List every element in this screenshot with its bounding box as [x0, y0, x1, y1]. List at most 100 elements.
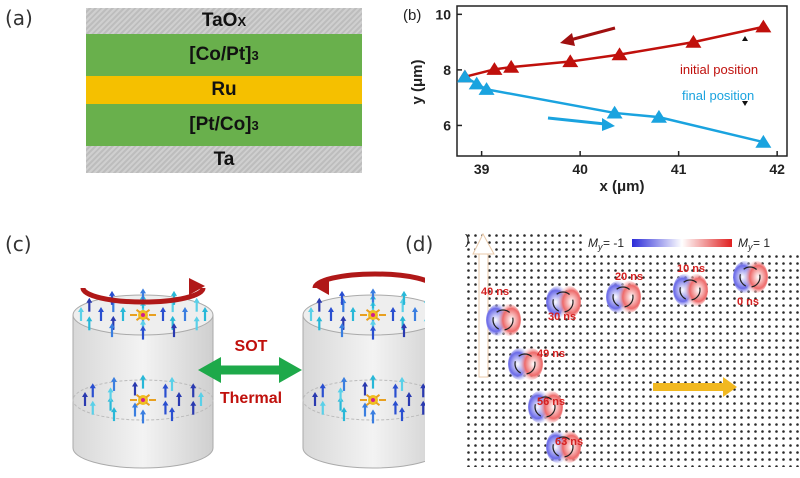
data-point: [606, 105, 623, 119]
spin-arrow-head: [176, 392, 182, 397]
time-label: 49 ns: [537, 348, 565, 360]
spin-arrow-head: [140, 288, 146, 294]
x-tick-label: 41: [671, 161, 687, 177]
spin-arrow-head: [111, 376, 117, 382]
spin-arrow-head: [110, 315, 117, 321]
skyrmion-red-half: [557, 286, 581, 318]
spin-arrow-head: [86, 297, 93, 303]
sot-thermal-arrow: [198, 357, 302, 383]
spin-arrow-head: [392, 383, 399, 389]
skyrmion-ring: [492, 309, 514, 331]
time-label: 10 ns: [677, 263, 705, 275]
y-tick-label: 10: [435, 6, 451, 22]
spin-arrow-head: [399, 315, 406, 321]
spin-arrow-head: [190, 383, 197, 389]
spin-arrow-head: [370, 374, 376, 380]
data-point: [685, 34, 702, 48]
x-tick-label: 40: [572, 161, 588, 177]
series-group: [456, 19, 772, 148]
spin-arrow-head: [361, 402, 368, 408]
spin-arrow-head: [109, 323, 115, 329]
skyrmion-cylinders: SOT Thermal: [72, 271, 425, 469]
core-arrow: [135, 316, 141, 321]
marker-tip-down: [742, 101, 748, 106]
spin-arrow-head: [140, 319, 146, 325]
spin-arrow-head: [86, 316, 93, 322]
skyrmion-ring: [534, 396, 556, 418]
spin-arrow-head: [401, 323, 407, 329]
spin-arrow-head: [162, 383, 169, 389]
spin-arrow-head: [401, 290, 407, 296]
layer-ptco-label: [Pt/Co]: [189, 114, 252, 135]
core-arrow: [365, 309, 371, 314]
skyrmion-red-half: [684, 274, 708, 306]
panel-label-c: (c): [5, 232, 32, 256]
panel-label-d: (d): [405, 232, 434, 256]
skyrmion-red-half: [539, 391, 563, 423]
spin-arrow-head: [202, 307, 208, 312]
spin-arrow-head: [390, 307, 396, 312]
skyrmion-ring: [552, 436, 574, 458]
legend-final: final position: [682, 88, 754, 103]
layer-copt-sub: 3: [251, 47, 259, 63]
time-label: 0 ns: [737, 296, 759, 308]
spin-arrow-head: [340, 315, 347, 321]
core-arrow: [135, 401, 141, 406]
rotation-arrow-left: [80, 287, 206, 305]
spin-arrow-head: [182, 307, 188, 312]
x-axis-label: x (μm): [599, 178, 644, 195]
spin-arrow-head: [120, 307, 126, 312]
spin-arrow-head: [190, 400, 197, 406]
core-center: [141, 313, 145, 317]
core-arrow: [375, 394, 381, 399]
skyrmion-ring: [739, 266, 761, 288]
data-point: [456, 69, 473, 83]
spin-arrow-head: [392, 400, 399, 406]
data-point: [478, 82, 495, 95]
core-arrow: [365, 401, 371, 406]
time-label: 20 ns: [615, 271, 643, 283]
data-point: [611, 47, 628, 61]
core-arrow: [145, 394, 151, 399]
time-label: 63 ns: [555, 436, 583, 448]
spin-arrow-head: [162, 400, 169, 406]
spin-arrow-head: [111, 407, 117, 413]
core-arrow: [375, 309, 381, 314]
trajectory-chart: (b) 39 40 41 42 6 8 10 initial position final …: [403, 5, 788, 195]
spin-arrow-head: [109, 290, 115, 296]
core-center: [141, 398, 145, 402]
core-arrow: [135, 394, 141, 399]
spin-arrow-head: [169, 315, 176, 321]
direction-arrow-red: [560, 26, 616, 46]
panel-label-b: (b): [403, 7, 421, 24]
spin-arrow-head: [423, 300, 425, 303]
core-arrow: [135, 309, 141, 314]
spin-arrow-head: [140, 325, 146, 331]
spin-arrow-head: [370, 319, 376, 325]
skyrmion-red-half: [519, 348, 543, 380]
spin-arrow-head: [308, 307, 314, 312]
skyrmion-ring: [612, 286, 634, 308]
spin-arrow-head: [89, 400, 96, 406]
spin-arrow-head: [423, 319, 425, 322]
layer-ptco-sub: 3: [251, 117, 259, 133]
data-point: [486, 62, 503, 75]
spin-arrow-head: [107, 387, 114, 393]
layer-ta: Ta: [86, 146, 362, 173]
spin-arrow-head: [140, 374, 146, 380]
data-point: [755, 134, 772, 148]
spin-arrow-head: [406, 392, 412, 397]
core-arrow: [365, 316, 371, 321]
skyrmion-ring: [552, 291, 574, 313]
spin-arrow-head: [341, 376, 347, 382]
spin-arrow-head: [82, 392, 88, 397]
data-point: [755, 19, 772, 33]
spin-arrow-head: [169, 376, 175, 382]
rotation-arrow-right: [312, 271, 425, 289]
spin-arrow-head: [316, 316, 323, 322]
cylinder-left: [72, 278, 214, 469]
layer-ptco: [Pt/Co] 3: [86, 104, 362, 146]
panel-label-a: (a): [5, 6, 33, 30]
skyrmion-red-half: [744, 261, 768, 293]
plot-frame: [456, 5, 788, 157]
